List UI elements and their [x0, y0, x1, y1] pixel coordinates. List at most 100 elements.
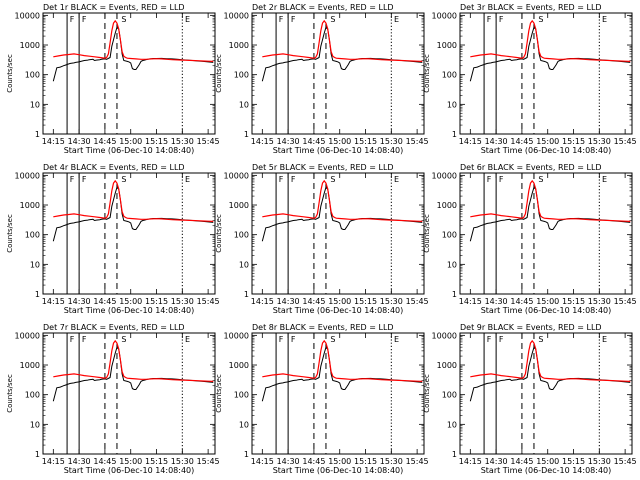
detector-panel: 1 10 100 1000 10000 14:15 14:30 14:45 15:00 15:15…	[423, 323, 637, 475]
marker-label: F	[487, 15, 492, 24]
y-tick-label: 1	[35, 450, 40, 459]
lld-series-line	[470, 19, 631, 62]
y-axis-label: Counts/sec	[215, 374, 223, 413]
marker-label: F	[291, 15, 296, 24]
marker-label: F	[499, 335, 504, 344]
y-tick-label: 100	[25, 391, 40, 400]
x-tick-label: 14:30	[277, 137, 300, 146]
detector-panel: 1 10 100 1000 10000 14:15 14:30 14:45 15:00 15:15…	[215, 323, 429, 475]
y-tick-label: 1	[244, 290, 249, 299]
x-tick-label: 15:15	[145, 297, 168, 306]
y-tick-label: 10000	[15, 171, 40, 180]
y-tick-label: 10000	[432, 171, 457, 180]
marker-label: S	[121, 175, 126, 184]
marker-label: F	[487, 335, 492, 344]
x-tick-label: 15:30	[588, 137, 611, 146]
detector-panel: 1 10 100 1000 10000 14:15 14:30 14:45 15:00 15:15…	[6, 323, 220, 475]
x-tick-label: 14:15	[459, 457, 482, 466]
marker-label: E	[394, 15, 399, 24]
plot-frame	[251, 172, 425, 295]
x-tick-label: 14:45	[510, 457, 533, 466]
y-tick-label: 10000	[224, 331, 249, 340]
y-axis-label: Counts/sec	[423, 374, 431, 413]
y-tick-label: 100	[234, 71, 249, 80]
marker-label: S	[330, 175, 335, 184]
plot-frame	[251, 332, 425, 455]
panel-title: Det 8r BLACK = Events, RED = LLD	[252, 323, 394, 332]
y-tick-label: 10000	[224, 11, 249, 20]
x-axis-label: Start Time (06-Dec-10 14:08:40)	[481, 466, 612, 475]
marker-label: F	[70, 335, 75, 344]
x-tick-label: 15:00	[119, 457, 142, 466]
x-tick-label: 14:15	[251, 297, 274, 306]
y-tick-label: 1000	[229, 41, 249, 50]
marker-label: S	[330, 335, 335, 344]
plot-frame	[251, 12, 425, 135]
marker-label: S	[538, 175, 543, 184]
detector-panel: 1 10 100 1000 10000 14:15 14:30 14:45 15:00 15:15…	[423, 3, 637, 155]
x-tick-label: 14:30	[277, 457, 300, 466]
marker-label: F	[70, 15, 75, 24]
y-tick-label: 1000	[229, 201, 249, 210]
marker-label: F	[279, 175, 284, 184]
y-tick-label: 1	[452, 290, 457, 299]
y-axis-label: Counts/sec	[423, 214, 431, 253]
y-tick-label: 1000	[20, 201, 40, 210]
y-tick-label: 1000	[437, 361, 457, 370]
y-tick-label: 1000	[20, 41, 40, 50]
x-tick-label: 15:00	[119, 297, 142, 306]
x-tick-label: 15:15	[354, 457, 377, 466]
plot-frame	[459, 172, 633, 295]
y-tick-label: 1000	[20, 361, 40, 370]
y-tick-label: 10	[30, 260, 40, 269]
marker-label: F	[499, 15, 504, 24]
panel-title: Det 5r BLACK = Events, RED = LLD	[252, 163, 394, 172]
y-tick-label: 100	[234, 231, 249, 240]
marker-label: F	[70, 175, 75, 184]
y-tick-label: 10	[239, 100, 249, 109]
x-tick-label: 15:15	[354, 297, 377, 306]
y-tick-label: 10	[447, 100, 457, 109]
panel-title: Det 9r BLACK = Events, RED = LLD	[460, 323, 602, 332]
x-tick-label: 14:45	[302, 297, 325, 306]
y-axis-label: Counts/sec	[6, 54, 14, 93]
x-tick-label: 14:15	[459, 297, 482, 306]
y-tick-label: 100	[25, 231, 40, 240]
detector-panel: 1 10 100 1000 10000 14:15 14:30 14:45 15:00 15:15…	[6, 3, 220, 155]
x-axis-label: Start Time (06-Dec-10 14:08:40)	[481, 146, 612, 155]
x-tick-label: 14:30	[68, 137, 91, 146]
marker-label: F	[291, 335, 296, 344]
x-tick-label: 15:00	[536, 297, 559, 306]
marker-label: S	[330, 15, 335, 24]
y-tick-label: 100	[442, 231, 457, 240]
marker-label: F	[82, 335, 87, 344]
marker-label: F	[291, 175, 296, 184]
x-tick-label: 15:45	[614, 457, 637, 466]
y-tick-label: 100	[25, 71, 40, 80]
x-axis-label: Start Time (06-Dec-10 14:08:40)	[273, 146, 404, 155]
y-tick-label: 100	[442, 391, 457, 400]
y-tick-label: 10000	[432, 11, 457, 20]
marker-label: E	[602, 175, 607, 184]
x-tick-label: 15:30	[380, 457, 403, 466]
x-tick-label: 14:30	[68, 457, 91, 466]
x-tick-label: 15:00	[119, 137, 142, 146]
x-tick-label: 14:45	[93, 137, 116, 146]
x-tick-label: 15:00	[328, 137, 351, 146]
lld-series-line	[53, 339, 214, 382]
x-tick-label: 15:15	[562, 297, 585, 306]
x-tick-label: 15:45	[406, 297, 429, 306]
lld-series-line	[262, 19, 423, 62]
x-axis-label: Start Time (06-Dec-10 14:08:40)	[273, 466, 404, 475]
y-tick-label: 10	[30, 100, 40, 109]
x-tick-label: 15:30	[171, 137, 194, 146]
x-tick-label: 15:30	[380, 137, 403, 146]
x-tick-label: 14:15	[251, 457, 274, 466]
y-axis-label: Counts/sec	[215, 214, 223, 253]
plot-frame	[42, 172, 216, 295]
x-tick-label: 15:30	[171, 457, 194, 466]
marker-label: E	[602, 15, 607, 24]
x-tick-label: 14:30	[485, 457, 508, 466]
marker-label: F	[82, 175, 87, 184]
